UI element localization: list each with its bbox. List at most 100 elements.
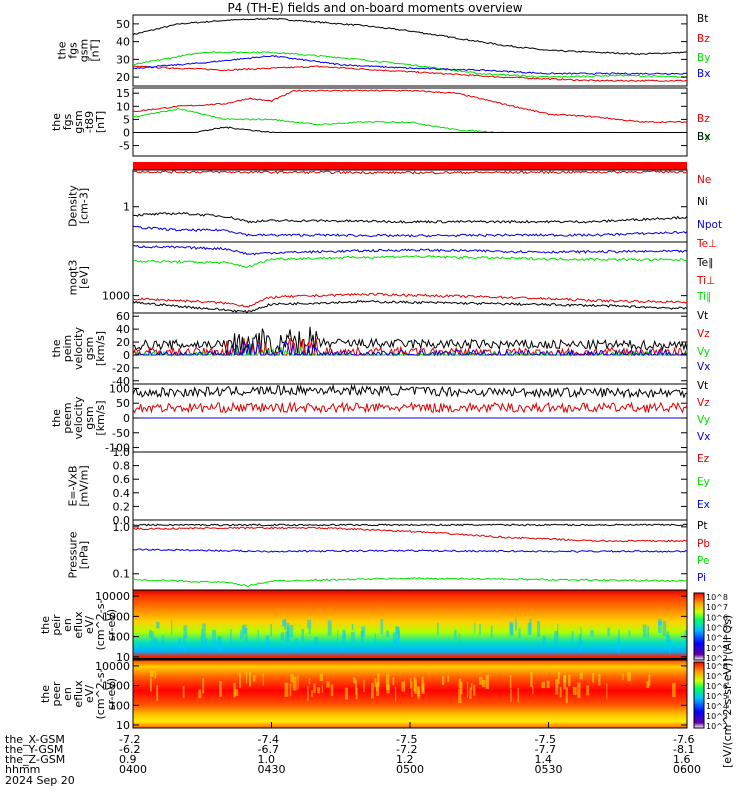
spectrogram-streak [421, 683, 425, 694]
spectrogram-streak [395, 626, 400, 641]
spectrogram-streak [554, 630, 559, 645]
spectrogram-streak [297, 674, 299, 690]
legend-entry-Ez: Ez [697, 453, 710, 465]
plot-title: P4 (TH-E) fields and on-board moments ov… [227, 1, 523, 15]
spectrogram-streak [672, 683, 676, 698]
legend-entry-Vy: Vy [697, 414, 710, 426]
series-line-Bx [133, 55, 688, 75]
spectrogram-streak [578, 638, 582, 650]
spectrogram-streak [149, 677, 152, 692]
y-axis-label: peer [50, 681, 63, 707]
spectrogram-streak [355, 679, 357, 695]
series-line-Te⊥ [132, 244, 688, 256]
y-tick-label: 0.6 [113, 473, 131, 486]
series-line-Te∥ [132, 299, 688, 314]
ephemeris-row-label: the_X-GSM [5, 733, 65, 746]
y-axis-label: the [39, 685, 52, 703]
ephemeris-row-label: the_Y-GSM [5, 743, 64, 756]
series-line-Ni [132, 211, 688, 224]
spectrogram-streak [307, 685, 309, 702]
y-axis-label: peim [61, 335, 74, 363]
spectrogram-streak [385, 674, 390, 691]
y-tick-label: 15 [116, 87, 130, 100]
y-tick-label: -50 [112, 427, 130, 440]
y-tick-label: 1.0 [113, 521, 131, 534]
colorbar-tick-label: 10^7 [706, 603, 728, 612]
ephemeris-row-label: hhmm [5, 763, 41, 776]
spectrogram-streak [377, 673, 380, 687]
ephemeris-value: 0600 [673, 763, 701, 776]
spectrogram-streak [352, 677, 356, 684]
spectrogram-streak [579, 634, 582, 644]
y-axis-label: fgs [67, 42, 80, 59]
y-axis-label: gsm [83, 337, 96, 360]
y-tick-label: 100 [109, 382, 130, 395]
y-axis-label: the [50, 339, 63, 357]
spectrogram-streak [518, 628, 521, 638]
spectrogram-streak [301, 629, 305, 642]
colorbar-tick-label: 10^5 [706, 692, 728, 701]
y-tick-label: 0.8 [113, 460, 131, 473]
ephemeris-value: 0500 [396, 763, 424, 776]
colorbar-tick-label: 10^3 [706, 644, 728, 653]
series-line-Pt [132, 523, 688, 527]
spectrogram-streak [441, 676, 445, 685]
y-tick-label: 1.0 [113, 446, 131, 459]
colorbar-tick-label: 10^8 [706, 662, 728, 671]
spectrogram-streak [294, 638, 298, 651]
series-line-Vx [133, 339, 687, 357]
y-tick-label: 10 [116, 100, 130, 113]
spectrogram-streak [337, 629, 339, 645]
spectrogram-streak [380, 618, 384, 635]
spectrogram-streak [563, 674, 567, 690]
spectrogram-streak [579, 672, 583, 680]
spectrogram-streak [234, 689, 239, 697]
ephemeris-value: 1.2 [396, 753, 414, 766]
spectrogram-streak [617, 637, 620, 653]
y-tick-label: 10 [116, 651, 130, 664]
spectrogram-streak [266, 635, 270, 647]
spectrogram-streak [363, 680, 365, 692]
y-axis-label: [nT] [94, 111, 107, 133]
y-axis-label: fgs [61, 113, 74, 130]
y-axis-label: gsm [72, 110, 85, 133]
spectrogram-streak [414, 679, 418, 694]
series-line-By [133, 50, 688, 79]
spectrogram-streak [200, 636, 203, 645]
y-axis-label: (cm^2-s- [94, 600, 107, 651]
series-line-Npot [132, 225, 688, 238]
ephemeris-value: -7.5 [396, 733, 418, 746]
colorbar [693, 661, 705, 729]
series-line-Vt [132, 383, 688, 399]
spectrogram-streak [355, 687, 358, 700]
y-tick-label: -5 [119, 140, 130, 153]
spectrogram-image [133, 660, 687, 728]
legend-entry-Bz: Bz [697, 33, 710, 45]
spectrogram-streak [202, 678, 205, 694]
spectrogram-streak [154, 637, 158, 647]
legend-entry-Te∥: Te∥ [696, 257, 713, 269]
spectrogram-streak [401, 681, 406, 692]
series-line-Vt [132, 326, 688, 357]
spectrogram-streak [330, 684, 334, 696]
spectrogram-streak [198, 689, 202, 699]
y-tick-label: -20 [112, 362, 130, 375]
colorbar-tick-label: 10^6 [706, 682, 728, 691]
series-line-Bz [132, 89, 688, 124]
series-line-Vz [132, 401, 688, 414]
y-tick-label: 0 [123, 349, 130, 362]
colorbar-tick-label: 10^2 [706, 654, 728, 663]
y-axis-label: eflux [72, 611, 85, 639]
ephemeris-value: 1.0 [257, 753, 276, 766]
spectrogram-streak [285, 631, 289, 643]
spectrogram-streak [413, 676, 416, 692]
spectrogram-streak [509, 621, 513, 635]
spectrogram-streak [618, 629, 620, 640]
legend-entry-Bx: Bx [697, 68, 710, 80]
y-tick-label: 50 [116, 397, 130, 410]
colorbar-unit-label: [eV/(cm^2-s-sr-eV)] (All Qs) [721, 614, 734, 768]
spectrogram-streak [292, 676, 297, 691]
spectrogram-streak [289, 683, 292, 696]
spectrogram-streak [395, 687, 397, 702]
y-axis-label: -t89 [83, 111, 96, 133]
